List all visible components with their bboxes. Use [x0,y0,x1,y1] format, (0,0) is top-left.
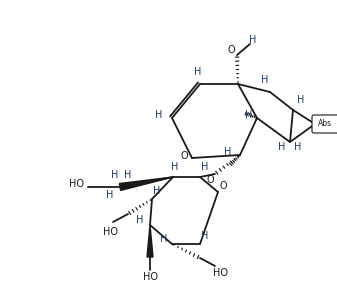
Text: H: H [194,67,202,77]
Text: H: H [261,75,269,85]
Text: H: H [111,170,119,180]
Text: H: H [294,142,302,152]
Text: H: H [278,142,286,152]
Text: HO: HO [213,268,227,278]
Text: H: H [201,162,209,172]
Text: H: H [124,170,132,180]
Text: H: H [249,35,257,45]
Text: O: O [206,175,214,185]
Text: O: O [180,151,188,161]
Text: H: H [106,190,114,200]
Text: H: H [171,162,179,172]
Text: H: H [160,234,168,244]
Text: H: H [224,147,232,157]
Text: H: H [136,215,144,225]
Text: HO: HO [102,227,118,237]
Text: HO: HO [143,272,157,282]
Polygon shape [119,177,173,191]
Text: H: H [297,95,305,105]
Text: H: H [201,231,209,241]
Text: O: O [227,45,235,55]
Text: HO: HO [68,179,84,189]
Text: H: H [155,110,163,120]
Text: H: H [245,110,253,120]
Text: Abs: Abs [318,120,332,128]
Polygon shape [147,225,153,257]
Text: O: O [219,181,227,191]
FancyBboxPatch shape [312,115,337,133]
Text: H: H [153,186,161,196]
